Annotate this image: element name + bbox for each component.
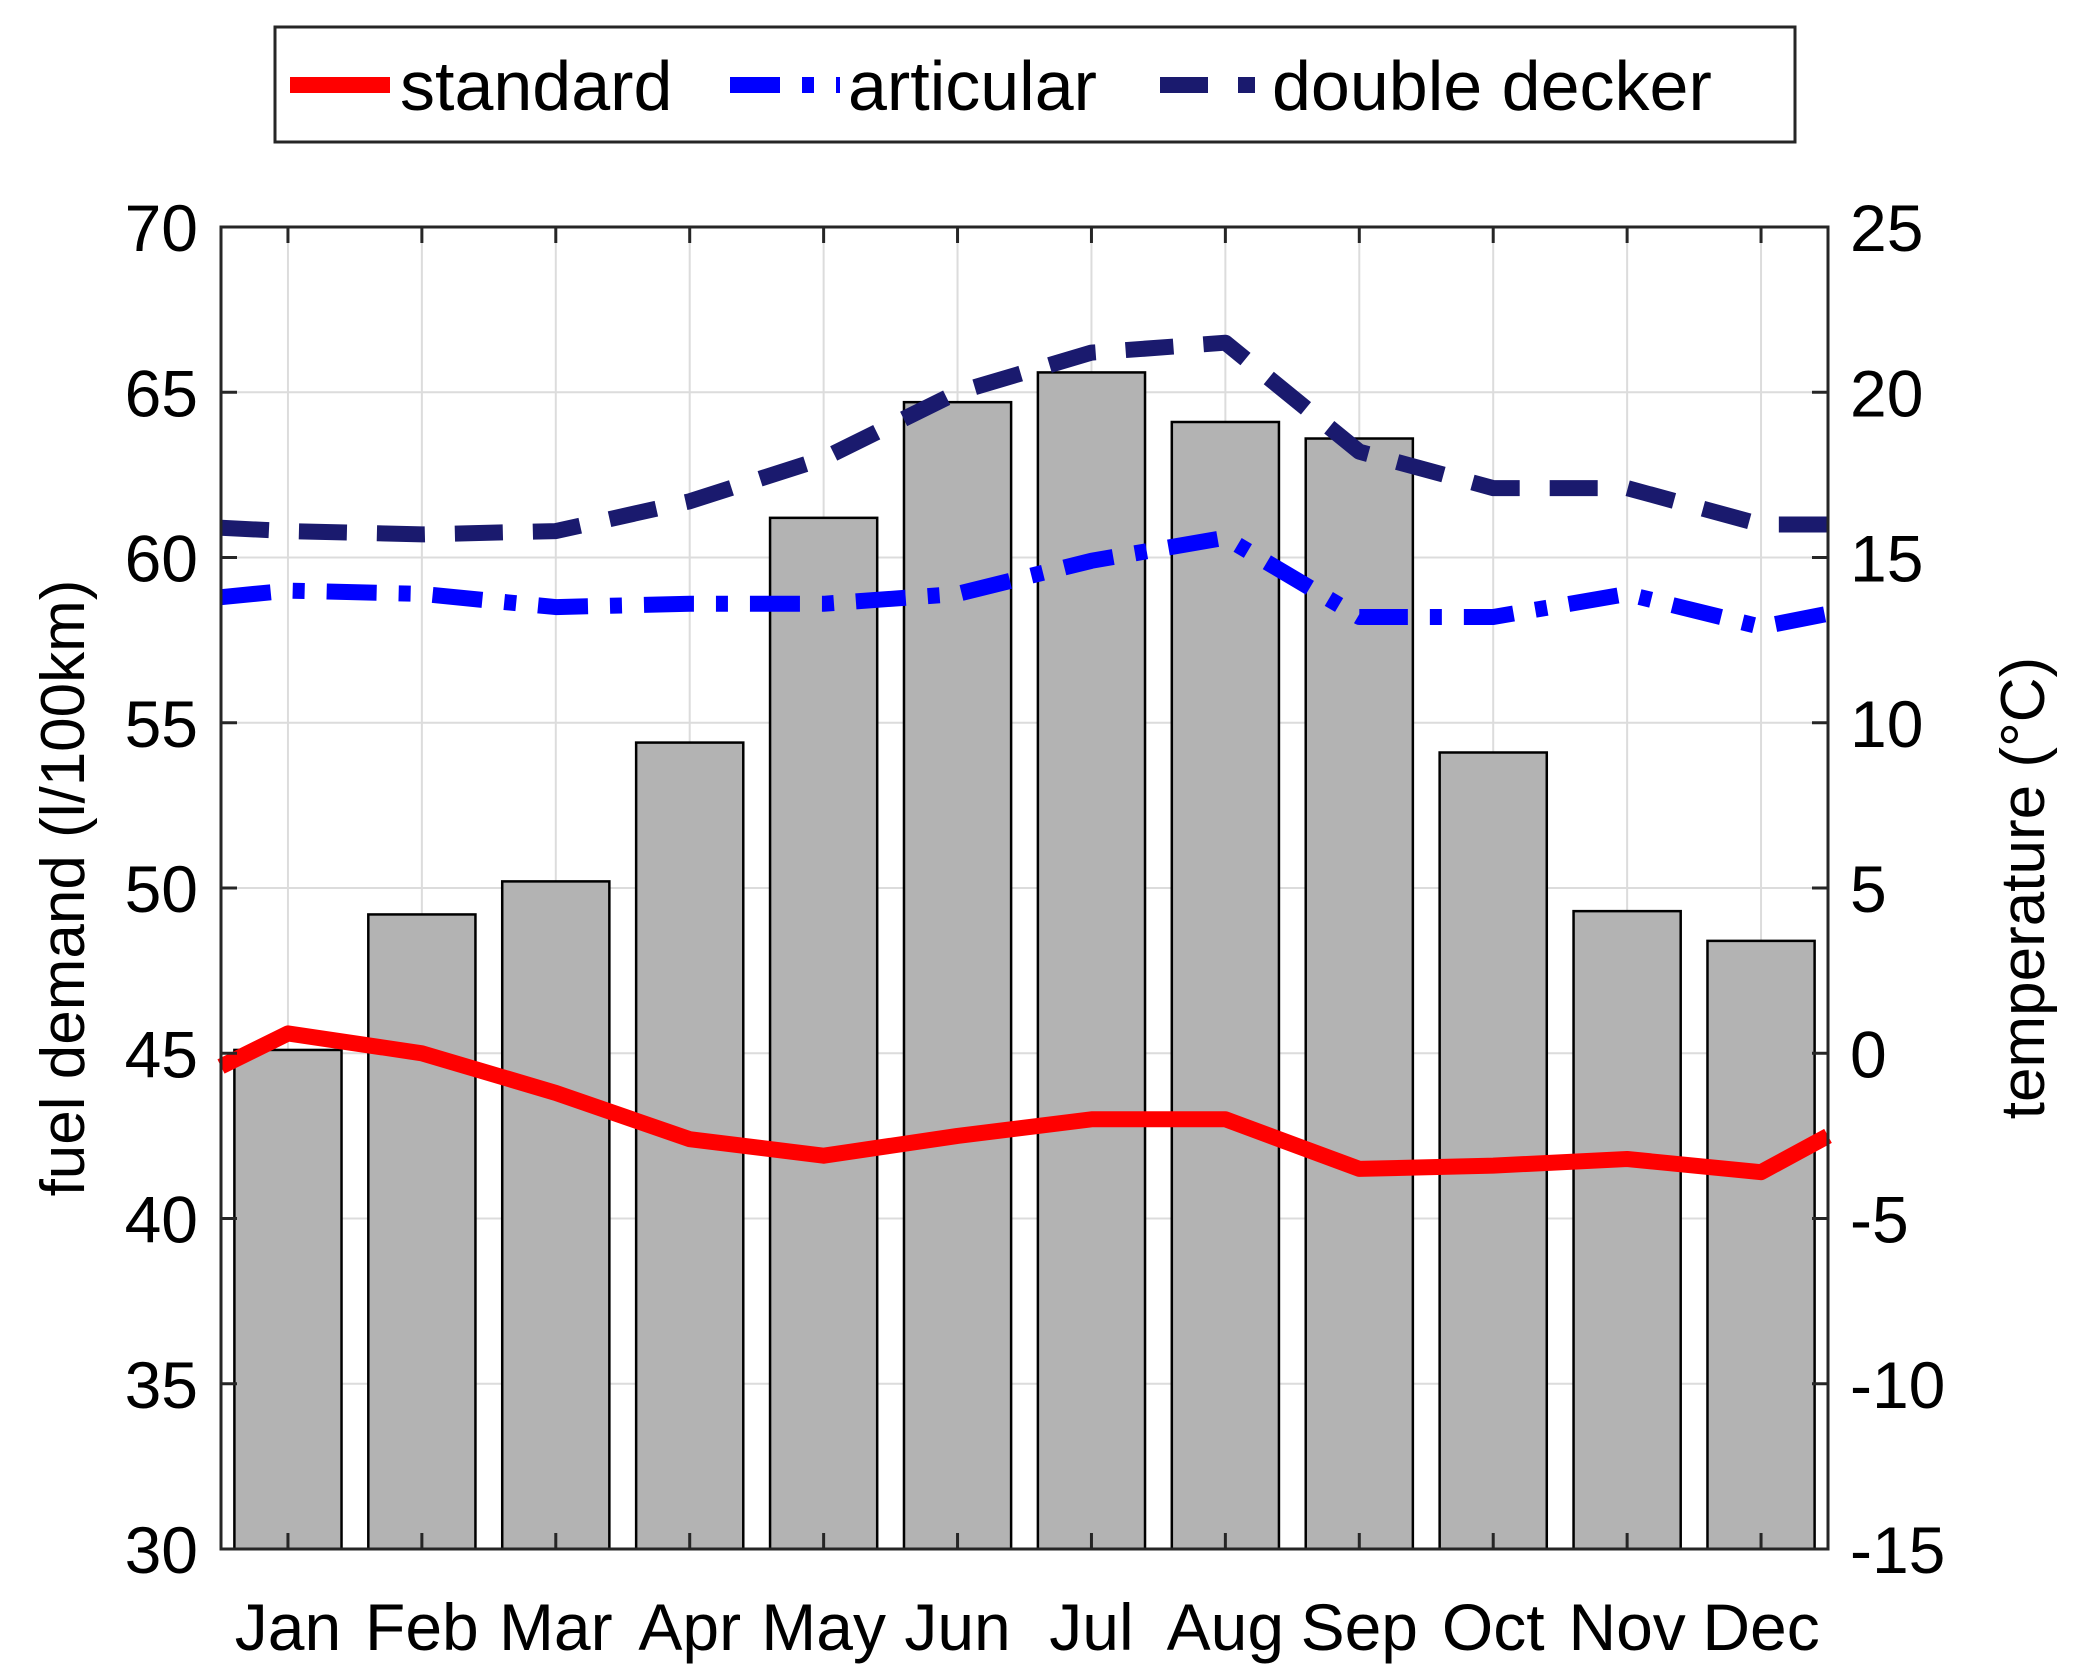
bar-May xyxy=(768,516,879,1551)
legend-label-double-decker: double decker xyxy=(1272,47,1712,125)
bar-Oct xyxy=(1438,751,1549,1551)
y2-tick-label-15: 15 xyxy=(1850,522,1923,596)
legend-label-standard: standard xyxy=(400,47,672,125)
series-line-standard xyxy=(217,1025,1832,1181)
left-axis-tick-labels: 30 35 40 45 50 55 60 65 70 xyxy=(125,191,198,1587)
y-tick-label-30: 30 xyxy=(125,1513,198,1587)
x-tick-label-Mar: Mar xyxy=(499,1590,613,1664)
y2-tick-label-25: 25 xyxy=(1850,191,1923,265)
series-line-articular xyxy=(220,529,1830,635)
y2-axis-label: temperature (°C) xyxy=(1989,657,2058,1119)
y2-tick-label--10: -10 xyxy=(1850,1348,1945,1422)
y-tick-label-45: 45 xyxy=(125,1017,198,1091)
y2-tick-label-0: 0 xyxy=(1850,1017,1887,1091)
y-axis-label: fuel demand (l/100km) xyxy=(29,580,98,1197)
x-tick-label-Apr: Apr xyxy=(638,1590,741,1664)
fuel-lines xyxy=(217,334,1832,1181)
x-tick-label-Jan: Jan xyxy=(235,1590,341,1664)
y-tick-label-70: 70 xyxy=(125,191,198,265)
y-tick-label-60: 60 xyxy=(125,522,198,596)
bar-Jun xyxy=(902,400,1013,1551)
bar-Jan xyxy=(233,1048,343,1551)
bar-Aug xyxy=(1170,420,1281,1551)
x-tick-label-Sep: Sep xyxy=(1301,1590,1418,1664)
y2-tick-label-5: 5 xyxy=(1850,852,1887,926)
y-tick-label-65: 65 xyxy=(125,356,198,430)
y-tick-label-55: 55 xyxy=(125,687,198,761)
bar-Dec xyxy=(1706,939,1816,1551)
y2-tick-label-20: 20 xyxy=(1850,356,1923,430)
bar-Feb xyxy=(367,913,477,1551)
x-tick-label-May: May xyxy=(761,1590,886,1664)
x-tick-label-Nov: Nov xyxy=(1568,1590,1685,1664)
y-tick-label-40: 40 xyxy=(125,1183,198,1257)
y2-tick-label-10: 10 xyxy=(1850,687,1923,761)
x-tick-label-Aug: Aug xyxy=(1167,1590,1284,1664)
bar-Nov xyxy=(1572,909,1682,1551)
x-tick-label-Jun: Jun xyxy=(904,1590,1010,1664)
right-axis-tick-labels: -15 -10 -5 0 5 10 15 20 25 xyxy=(1850,191,1945,1587)
bar-Mar xyxy=(500,880,611,1551)
y-tick-label-35: 35 xyxy=(125,1348,198,1422)
y2-tick-label--5: -5 xyxy=(1850,1183,1909,1257)
legend-label-articular: articular xyxy=(848,47,1097,125)
x-tick-label-Dec: Dec xyxy=(1702,1590,1819,1664)
x-tick-label-Jul: Jul xyxy=(1049,1590,1133,1664)
y-tick-label-50: 50 xyxy=(125,852,198,926)
legend-box xyxy=(273,25,1797,144)
bar-Jul xyxy=(1036,371,1147,1551)
y2-tick-label--15: -15 xyxy=(1850,1513,1945,1587)
x-axis-tick-labels: Jan Feb Mar Apr May Jun Jul Aug Sep Oct Nov Dec xyxy=(235,1590,1820,1664)
bar-Sep xyxy=(1304,437,1415,1551)
x-tick-label-Feb: Feb xyxy=(365,1590,479,1664)
ticks xyxy=(221,225,1828,1551)
temperature-bars xyxy=(233,371,1816,1551)
x-tick-label-Oct: Oct xyxy=(1442,1590,1545,1664)
legend: standard articular double decker xyxy=(273,25,1797,144)
